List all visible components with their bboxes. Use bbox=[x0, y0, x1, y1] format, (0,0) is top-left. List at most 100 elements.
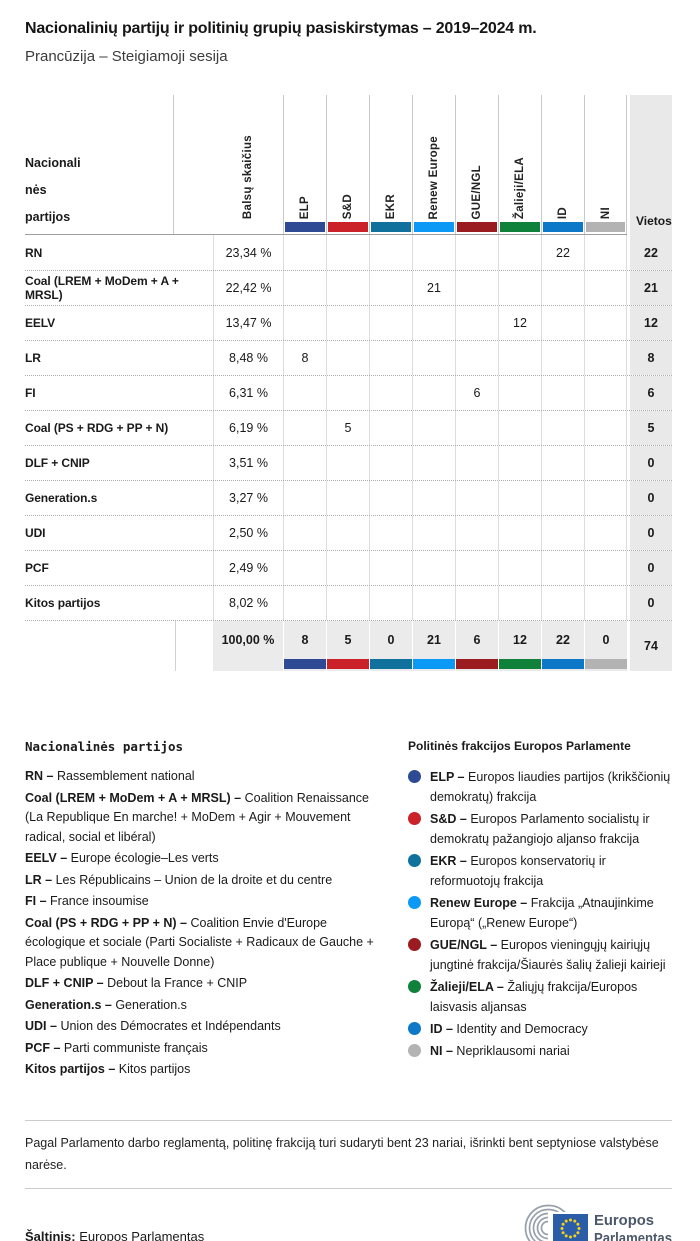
group-seat-cell bbox=[369, 235, 412, 270]
group-seat-cell bbox=[541, 516, 584, 550]
group-abbr: Žalieji/ELA – bbox=[430, 980, 504, 994]
group-seat-cell bbox=[498, 341, 541, 375]
legend-color-dot bbox=[408, 854, 421, 867]
group-abbr: EKR – bbox=[430, 854, 467, 868]
party-desc: Coalition Renaissance (La Republique En … bbox=[25, 790, 369, 844]
votes-cell: 22,42 % bbox=[213, 271, 283, 305]
legend-color-dot bbox=[408, 1044, 421, 1057]
group-header-renew: Renew Europe bbox=[412, 95, 455, 235]
group-color-bar bbox=[413, 659, 455, 669]
group-seat-cell bbox=[498, 411, 541, 445]
group-label: S&D bbox=[342, 193, 354, 219]
group-desc: ID – Identity and Democracy bbox=[430, 1019, 672, 1039]
party-name-cell: LR bbox=[25, 351, 41, 365]
group-seat-cell bbox=[283, 516, 326, 550]
group-seat-cell bbox=[326, 376, 369, 410]
group-header-elp: ELP bbox=[283, 95, 326, 235]
group-color-bar bbox=[414, 222, 454, 232]
group-color-bar bbox=[585, 659, 627, 669]
group-seat-cell bbox=[326, 271, 369, 305]
seats-cell: 12 bbox=[630, 306, 672, 340]
source-text: Šaltinis: Europos Parlamentas bbox=[25, 1229, 204, 1241]
group-color-bar bbox=[285, 222, 325, 232]
group-color-bar bbox=[500, 222, 540, 232]
group-color-bar bbox=[328, 222, 368, 232]
legend-section: Nacionalinės partijos RN – Rassemblement… bbox=[25, 739, 672, 1082]
votes-cell: 6,31 % bbox=[213, 376, 283, 410]
seats-cell: 22 bbox=[630, 235, 672, 270]
seats-cell: 21 bbox=[630, 271, 672, 305]
votes-cell: 2,50 % bbox=[213, 516, 283, 550]
group-header-guengl: GUE/NGL bbox=[455, 95, 498, 235]
group-seat-cell bbox=[326, 235, 369, 270]
group-abbr: S&D – bbox=[430, 812, 467, 826]
group-seat-cell bbox=[369, 306, 412, 340]
legend-group-item: Renew Europe – Frakcija „Atnaujinkime Eu… bbox=[408, 893, 672, 933]
party-desc: Parti communiste français bbox=[63, 1040, 208, 1055]
results-table: Nacionali nės partijos Balsų skaičius EL… bbox=[25, 95, 672, 671]
group-seat-cell bbox=[541, 376, 584, 410]
legend-party-item: Coal (PS + RDG + PP + N) – Coalition Env… bbox=[25, 914, 385, 973]
party-desc: Europe écologie–Les verts bbox=[70, 851, 219, 865]
legend-group-item: Žalieji/ELA – Žaliųjų frakcija/Europos l… bbox=[408, 977, 672, 1017]
group-seat-cell bbox=[498, 376, 541, 410]
legend-party-item: DLF + CNIP – Debout la France + CNIP bbox=[25, 974, 385, 994]
seats-header-cell: Vietos bbox=[630, 95, 672, 235]
votes-cell: 3,27 % bbox=[213, 481, 283, 515]
legend-groups-heading: Politinės frakcijos Europos Parlamente bbox=[408, 739, 631, 753]
legend-group-item: ID – Identity and Democracy bbox=[408, 1019, 672, 1039]
header-corner-cell: Nacionali nės partijos bbox=[25, 95, 213, 235]
party-desc: Rassemblement national bbox=[56, 769, 195, 783]
source-value: Europos Parlamentas bbox=[79, 1228, 205, 1241]
group-color-bar bbox=[284, 659, 326, 669]
divider-line bbox=[25, 1119, 672, 1121]
total-group-cell: 8 bbox=[283, 621, 326, 671]
group-header-id: ID bbox=[541, 95, 584, 235]
table-row: FI 6,31 % 6 6 bbox=[25, 375, 672, 410]
legend-color-dot bbox=[408, 980, 421, 993]
total-spacer-cell bbox=[25, 621, 213, 671]
group-seat-cell bbox=[369, 446, 412, 480]
total-group-cell: 0 bbox=[584, 621, 627, 671]
total-group-cell: 22 bbox=[541, 621, 584, 671]
group-seat-cell bbox=[584, 446, 627, 480]
party-name-cell: Generation.s bbox=[25, 491, 98, 505]
group-seat-cell bbox=[326, 586, 369, 620]
group-seat-cell bbox=[498, 516, 541, 550]
legend-group-item: S&D – Europos Parlamento socialistų ir d… bbox=[408, 809, 672, 849]
votes-cell: 8,48 % bbox=[213, 341, 283, 375]
group-seat-cell bbox=[541, 481, 584, 515]
party-desc: Coalition Envie d'Europe écologique et s… bbox=[25, 915, 374, 969]
header-divider-line bbox=[173, 95, 174, 235]
legend-group-item: NI – Nepriklausomi nariai bbox=[408, 1041, 672, 1061]
seats-cell: 6 bbox=[630, 376, 672, 410]
party-name-cell: DLF + CNIP bbox=[25, 456, 90, 470]
seats-header-label: Vietos bbox=[636, 214, 672, 228]
votes-cell: 8,02 % bbox=[213, 586, 283, 620]
group-seat-cell bbox=[369, 411, 412, 445]
group-color-bar bbox=[456, 659, 498, 669]
group-desc: Žalieji/ELA – Žaliųjų frakcija/Europos l… bbox=[430, 977, 672, 1017]
group-seat-cell bbox=[584, 341, 627, 375]
party-abbr: RN – bbox=[25, 769, 54, 783]
group-color-bar bbox=[371, 222, 411, 232]
group-seat-cell bbox=[541, 306, 584, 340]
group-seat-cell bbox=[541, 411, 584, 445]
group-seat-cell: 6 bbox=[455, 376, 498, 410]
total-group-value: 6 bbox=[473, 633, 481, 647]
logo-text-line2: Parlamentas bbox=[594, 1230, 672, 1241]
group-desc-text: Europos vieningųjų kairiųjų jungtinė fra… bbox=[430, 938, 666, 972]
group-seat-cell bbox=[455, 446, 498, 480]
group-seat-cell bbox=[412, 586, 455, 620]
table-row: PCF 2,49 % 0 bbox=[25, 550, 672, 585]
group-desc: S&D – Europos Parlamento socialistų ir d… bbox=[430, 809, 672, 849]
group-seat-cell bbox=[283, 586, 326, 620]
group-seat-cell bbox=[369, 551, 412, 585]
party-desc: Les Républicains – Union de la droite et… bbox=[55, 872, 333, 887]
page-subtitle: Prancūzija – Steigiamoji sesija bbox=[25, 48, 228, 65]
group-seat-cell bbox=[584, 551, 627, 585]
group-seat-cell bbox=[283, 306, 326, 340]
party-desc: Kitos partijos bbox=[118, 1062, 191, 1076]
party-abbr: Kitos partijos – bbox=[25, 1062, 116, 1076]
